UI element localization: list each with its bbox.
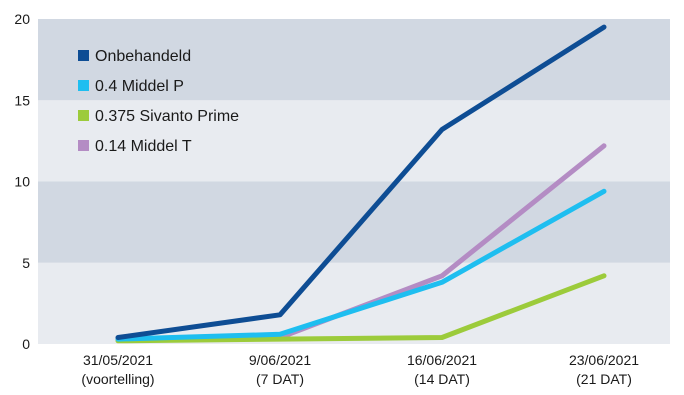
y-tick-label: 5 (22, 255, 30, 271)
x-tick-label: 16/06/2021 (407, 352, 477, 368)
x-tick-label: (21 DAT) (576, 371, 632, 387)
x-tick-label: (voortelling) (81, 371, 154, 387)
y-tick-label: 20 (14, 11, 30, 27)
legend-swatch (78, 110, 89, 121)
legend-swatch (78, 50, 89, 61)
x-tick-label: 31/05/2021 (83, 352, 153, 368)
x-axis-tick-labels: 31/05/2021 (voortelling) 9/06/2021 (7 DAT) 1… (81, 352, 639, 387)
legend-swatch (78, 140, 89, 151)
y-tick-label: 15 (14, 92, 30, 108)
series-lines (115, 24, 607, 344)
x-tick-label: 23/06/2021 (569, 352, 639, 368)
legend-entry-label: 0.4 Middel P (95, 78, 184, 95)
plot-band (38, 19, 670, 101)
series-line (115, 24, 607, 340)
y-axis-tick-labels: 0 5 10 15 20 (14, 11, 30, 352)
legend-entry-label: 0.375 Sivanto Prime (95, 108, 239, 125)
plot-band (38, 100, 670, 182)
plot-band (38, 262, 670, 344)
legend-entry-label: Onbehandeld (95, 48, 191, 65)
x-tick-label: (7 DAT) (256, 371, 304, 387)
series-line (115, 188, 607, 342)
legend: Onbehandeld 0.4 Middel P 0.375 Sivanto Pri… (78, 48, 239, 155)
series-line (115, 273, 607, 344)
x-tick-label: (14 DAT) (414, 371, 470, 387)
legend-swatch (78, 80, 89, 91)
y-tick-label: 10 (14, 174, 30, 190)
legend-entry-label: 0.14 Middel T (95, 138, 192, 155)
y-tick-label: 0 (22, 336, 30, 352)
x-tick-label: 9/06/2021 (249, 352, 311, 368)
plot-band (38, 181, 670, 263)
plot-background-bands (38, 19, 670, 344)
